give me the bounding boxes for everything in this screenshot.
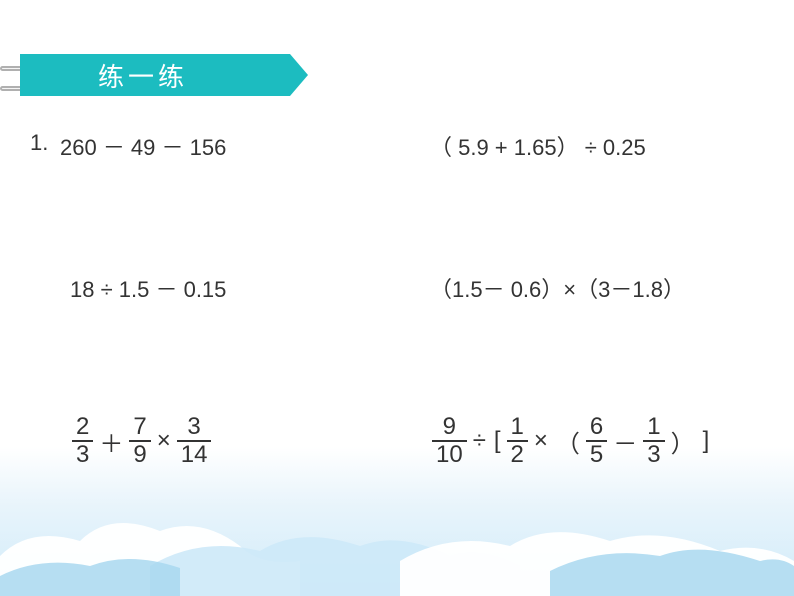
title-text: 练一练 <box>98 57 188 94</box>
numerator: 1 <box>507 414 528 440</box>
title-ribbon: 练一练 <box>20 54 290 96</box>
operator-times: × <box>530 427 552 455</box>
denominator: 3 <box>72 440 93 468</box>
fraction: 6 5 <box>586 414 607 469</box>
denominator: 3 <box>643 440 664 468</box>
operator-times: × <box>153 427 175 455</box>
denominator: 9 <box>129 440 150 468</box>
problem-1-right: （ 5.9 + 1.65） ÷ 0.25 <box>430 130 764 162</box>
clouds-decoration <box>0 496 794 596</box>
fraction: 9 10 <box>432 414 467 469</box>
numerator: 2 <box>72 414 93 440</box>
numerator: 6 <box>586 414 607 440</box>
fraction: 7 9 <box>129 414 150 469</box>
fraction: 3 14 <box>177 414 212 469</box>
denominator: 10 <box>432 440 467 468</box>
operator-plus: ＋ <box>95 424 127 459</box>
fraction: 1 2 <box>507 414 528 469</box>
numerator: 9 <box>439 414 460 440</box>
problem-3-left: 2 3 ＋ 7 9 × 3 14 <box>70 414 430 469</box>
problem-row-1: 1. 260 － 49 － 156 （ 5.9 + 1.65） ÷ 0.25 <box>30 130 764 162</box>
bracket-close: ] <box>699 427 714 455</box>
denominator: 2 <box>507 440 528 468</box>
problem-3-right: 9 10 ÷ [ 1 2 × （ 6 5 － 1 3 ） ] <box>430 414 764 469</box>
problems-area: 1. 260 － 49 － 156 （ 5.9 + 1.65） ÷ 0.25 1… <box>30 130 764 469</box>
problem-1-left: 260 － 49 － 156 <box>60 130 430 162</box>
numerator: 3 <box>183 414 204 440</box>
numerator: 7 <box>129 414 150 440</box>
problem-number: 1. <box>30 130 60 162</box>
numerator: 1 <box>643 414 664 440</box>
paren-open: （ <box>552 424 584 459</box>
bracket-open: [ <box>490 427 505 455</box>
operator-minus: － <box>609 424 641 459</box>
fraction: 2 3 <box>72 414 93 469</box>
denominator: 5 <box>586 440 607 468</box>
problem-row-3: 2 3 ＋ 7 9 × 3 14 9 10 ÷ [ 1 2 <box>30 414 764 469</box>
denominator: 14 <box>177 440 212 468</box>
operator-div: ÷ <box>469 427 490 455</box>
problem-2-left: 18 ÷ 1.5 － 0.15 <box>70 272 430 304</box>
problem-row-2: 18 ÷ 1.5 － 0.15 （1.5－ 0.6）×（3－1.8） <box>30 272 764 304</box>
fraction: 1 3 <box>643 414 664 469</box>
problem-2-right: （1.5－ 0.6）×（3－1.8） <box>430 272 764 304</box>
paren-close: ） <box>667 424 699 459</box>
